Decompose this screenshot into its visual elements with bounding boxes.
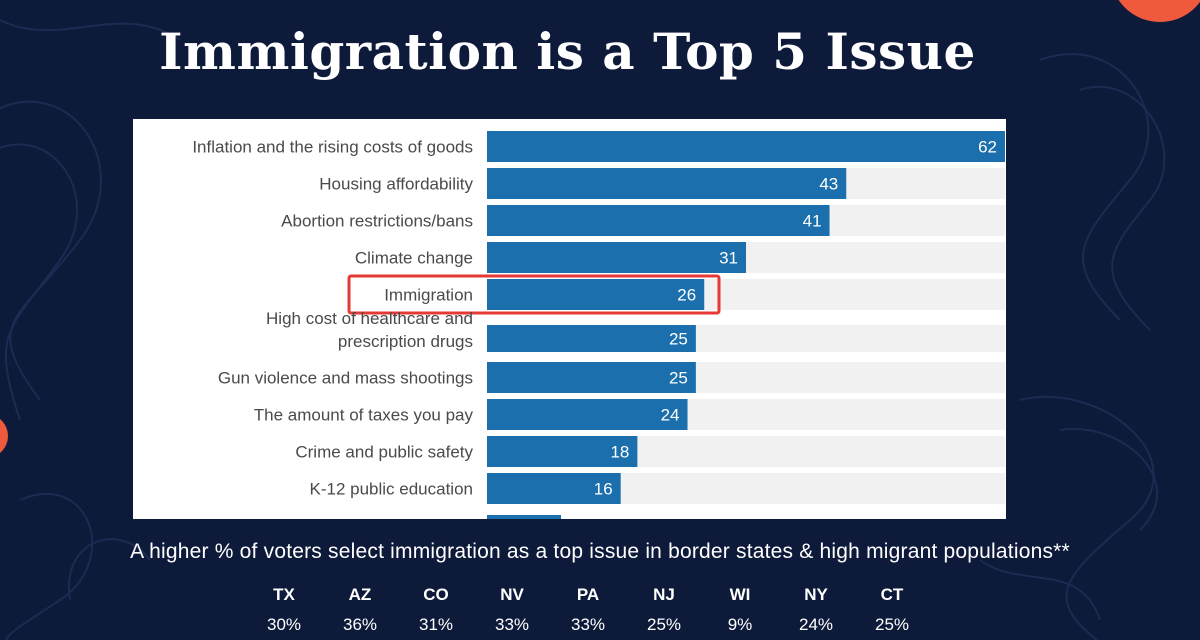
category-label: K-12 public education [309, 480, 473, 499]
bar [487, 436, 638, 467]
state-code: WI [729, 585, 751, 604]
state-percentage: 25% [646, 615, 682, 634]
bar-value-label: 18 [610, 443, 629, 462]
bar [487, 131, 1005, 162]
bar-value-label: 25 [669, 330, 688, 349]
state-code: NV [500, 585, 524, 604]
orange-blob-left [0, 419, 8, 453]
bar-value-label: 26 [677, 286, 696, 305]
state-percentage: 25% [874, 615, 910, 634]
state-code: AZ [348, 585, 372, 604]
subtitle: A higher % of voters select immigration … [130, 540, 1070, 563]
state-column-pa: PA 33% [550, 583, 626, 639]
category-label: Housing affordability [319, 175, 473, 194]
bar-value-label: 16 [594, 480, 613, 499]
state-column-wi: WI 9% [702, 583, 778, 639]
category-label: The amount of taxes you pay [254, 406, 474, 425]
state-percentage: 31% [418, 615, 454, 634]
bar-value-label: 62 [978, 138, 997, 157]
chart-panel: Inflation and the rising costs of goods 6… [133, 119, 1006, 519]
bar-value-label: 25 [669, 369, 688, 388]
state-column-tx: TX 30% [246, 583, 322, 639]
state-column-ny: NY 24% [778, 583, 854, 639]
category-label: Climate change [355, 249, 473, 268]
state-percentage: 33% [570, 615, 606, 634]
bar [487, 242, 746, 273]
bar-chart: Inflation and the rising costs of goods 6… [192, 131, 1005, 519]
state-code: NY [804, 585, 828, 604]
orange-blob-top-right [1118, 0, 1200, 22]
bar [487, 279, 705, 310]
state-code: PA [576, 585, 600, 604]
category-label: Crime and public safety [295, 443, 473, 462]
category-label: High cost of healthcare and prescription … [266, 309, 473, 351]
state-code: TX [273, 585, 295, 604]
state-percentage: 33% [494, 615, 530, 634]
state-percentage: 30% [266, 615, 302, 634]
bar [487, 473, 621, 504]
page-title: Immigration is a Top 5 Issue [159, 22, 976, 81]
state-code: CO [423, 585, 449, 604]
bar [487, 399, 688, 430]
state-column-nv: NV 33% [474, 583, 550, 639]
state-code: NJ [653, 585, 675, 604]
immigration-highlight-box [347, 274, 721, 315]
state-column-nj: NJ 25% [626, 583, 702, 639]
bar [487, 325, 696, 352]
category-label: Inflation and the rising costs of goods [192, 138, 473, 157]
category-label: Gun violence and mass shootings [218, 369, 473, 388]
bar [487, 362, 696, 393]
bar-value-label: 31 [719, 249, 738, 268]
category-label: Immigration [384, 286, 473, 305]
bar-value-label: 43 [819, 175, 838, 194]
state-percentage: 36% [342, 615, 378, 634]
bar-value-label: 24 [661, 406, 680, 425]
state-column-ct: CT 25% [854, 583, 930, 639]
state-percentage: 9% [727, 615, 753, 634]
bar-value-label: 41 [803, 212, 822, 231]
state-percentage: 24% [798, 615, 834, 634]
bar [487, 168, 847, 199]
state-percentages: TX 30% AZ 36% CO 31% NV 33% PA 33% NJ 25% WI 9% NY 24% C… [246, 583, 930, 639]
state-code: CT [880, 585, 904, 604]
state-column-az: AZ 36% [322, 583, 398, 639]
category-label: Abortion restrictions/bans [281, 212, 473, 231]
state-column-co: CO 31% [398, 583, 474, 639]
bar [487, 205, 830, 236]
bar-partial [487, 515, 561, 519]
